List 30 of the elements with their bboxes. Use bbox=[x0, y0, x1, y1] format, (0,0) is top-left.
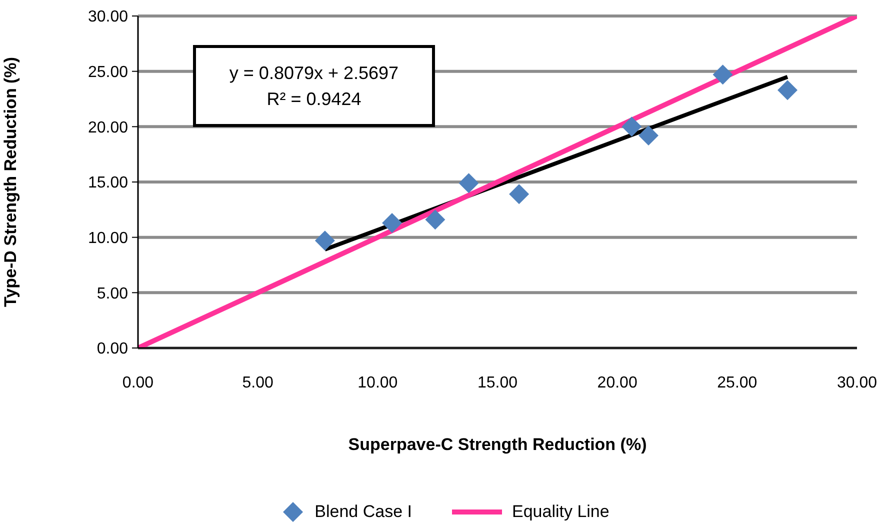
point bbox=[314, 230, 335, 251]
legend-label: Equality Line bbox=[512, 502, 610, 522]
y-tick-label: 15.00 bbox=[88, 174, 128, 192]
legend-label: Blend Case I bbox=[314, 502, 412, 522]
x-tick-label: 0.00 bbox=[122, 374, 154, 392]
point bbox=[777, 80, 798, 100]
point bbox=[622, 116, 642, 137]
point bbox=[712, 64, 733, 85]
point bbox=[638, 126, 658, 146]
y-tick-label: 30.00 bbox=[88, 8, 128, 26]
y-tick-label: 20.00 bbox=[88, 119, 128, 136]
y-tick-label: 0.00 bbox=[96, 340, 128, 358]
y-axis-title: Type-D Strength Reduction (%) bbox=[1, 57, 20, 307]
x-tick-label: 25.00 bbox=[717, 374, 758, 392]
x-tick-label: 30.00 bbox=[836, 374, 878, 392]
annotation: y = 0.8079x + 2.5697 bbox=[229, 63, 399, 83]
equation-box: y = 0.8079x + 2.5697 R² = 0.9424 bbox=[193, 45, 435, 127]
y-tick-label: 25.00 bbox=[88, 64, 128, 82]
point bbox=[509, 184, 530, 204]
point bbox=[425, 210, 446, 230]
x-tick-label: 20.00 bbox=[597, 374, 638, 392]
point bbox=[382, 212, 402, 233]
y-tick-label: 10.00 bbox=[88, 230, 128, 248]
point bbox=[458, 173, 479, 194]
y-tick-label: 5.00 bbox=[96, 285, 128, 302]
x-axis-title: Superpave-C Strength Reduction (%) bbox=[348, 435, 647, 454]
annotation: R² = 0.9424 bbox=[266, 89, 362, 109]
x-tick-label: 5.00 bbox=[242, 374, 274, 392]
x-tick-label: 10.00 bbox=[358, 374, 398, 392]
x-tick-label: 15.00 bbox=[477, 374, 518, 392]
